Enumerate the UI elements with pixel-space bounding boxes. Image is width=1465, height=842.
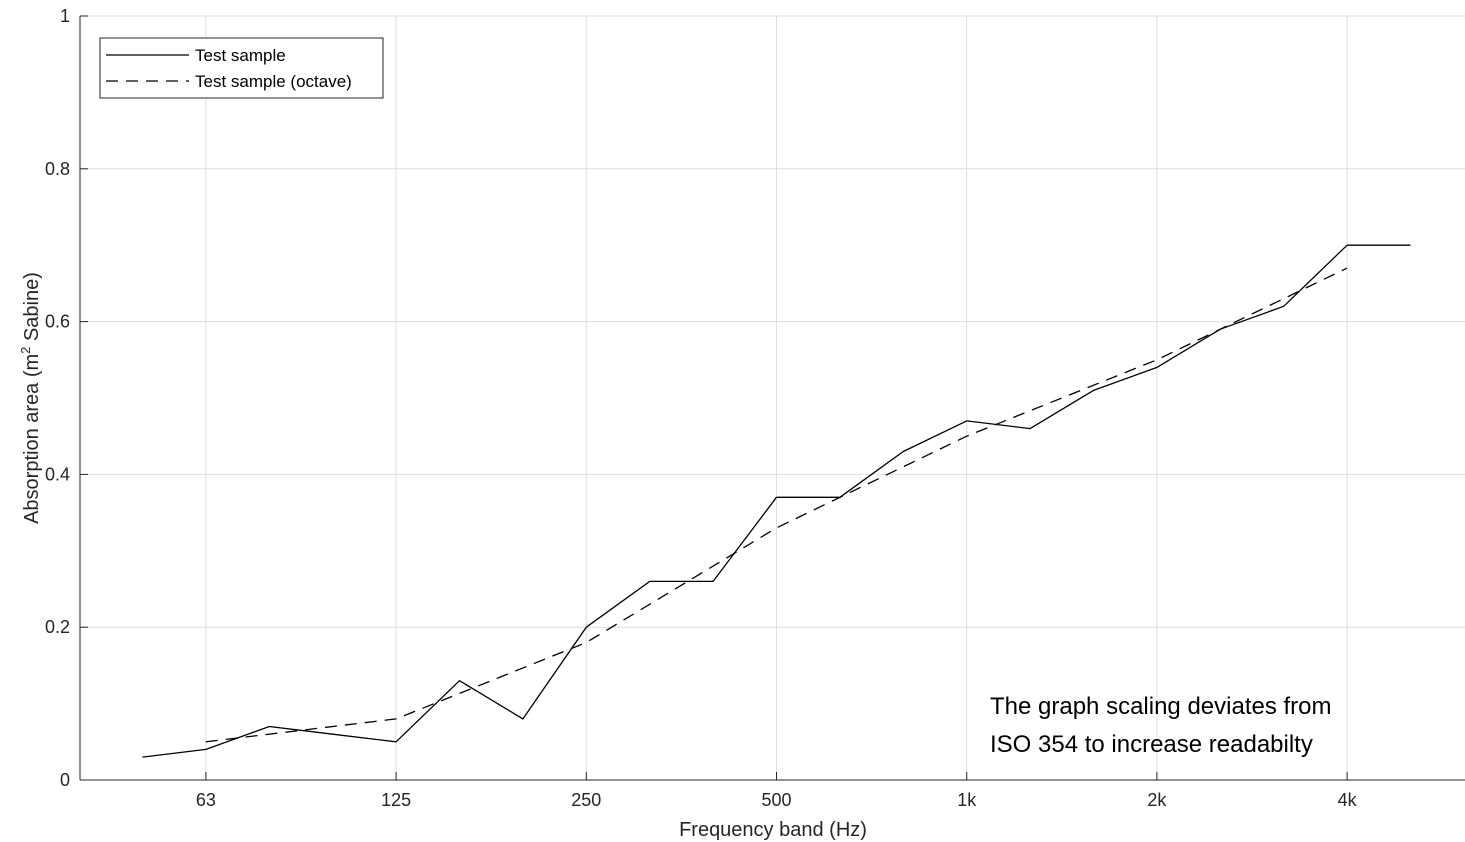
y-tick-label: 0.4 — [45, 464, 70, 484]
x-axis-title: Frequency band (Hz) — [679, 819, 867, 841]
legend-box — [99, 37, 384, 99]
legend-entry-test-sample: Test sample — [195, 46, 286, 65]
x-tick-label: 4k — [1338, 790, 1358, 810]
series-line-test-sample-octave — [205, 267, 1348, 743]
x-tick-label: 250 — [571, 790, 601, 810]
data-series — [142, 244, 1411, 758]
legend: Test sample Test sample (octave) — [99, 37, 384, 99]
series-line-test-sample — [142, 244, 1411, 758]
y-tick-label: 0.6 — [45, 312, 70, 332]
y-axis-title-suffix: Sabine) — [21, 272, 43, 347]
x-tick-label: 1k — [957, 790, 977, 810]
legend-entry-test-sample-octave: Test sample (octave) — [195, 72, 352, 91]
y-tick-label: 1 — [60, 6, 70, 26]
y-axis-title-superscript: 2 — [18, 347, 33, 354]
x-tick-label: 63 — [196, 790, 216, 810]
axes — [79, 15, 1465, 781]
y-axis-title-prefix: Absorption area (m — [21, 354, 43, 524]
y-axis-title: Absorption area (m2 Sabine) — [18, 272, 43, 524]
x-tick-label: 125 — [381, 790, 411, 810]
grid-lines — [80, 15, 1465, 781]
annotation-line-2: ISO 354 to increase readabilty — [990, 731, 1313, 758]
tick-labels: 0 0.2 0.4 0.6 0.8 1 63 125 250 500 1k 2k 4k — [45, 6, 1358, 810]
y-tick-label: 0.2 — [45, 617, 70, 637]
annotation-line-1: The graph scaling deviates from — [990, 693, 1332, 720]
x-tick-label: 500 — [761, 790, 791, 810]
y-tick-label: 0 — [60, 770, 70, 790]
x-tick-label: 2k — [1147, 790, 1167, 810]
annotation-note: The graph scaling deviates from ISO 354 … — [990, 693, 1332, 758]
y-tick-label: 0.8 — [45, 159, 70, 179]
